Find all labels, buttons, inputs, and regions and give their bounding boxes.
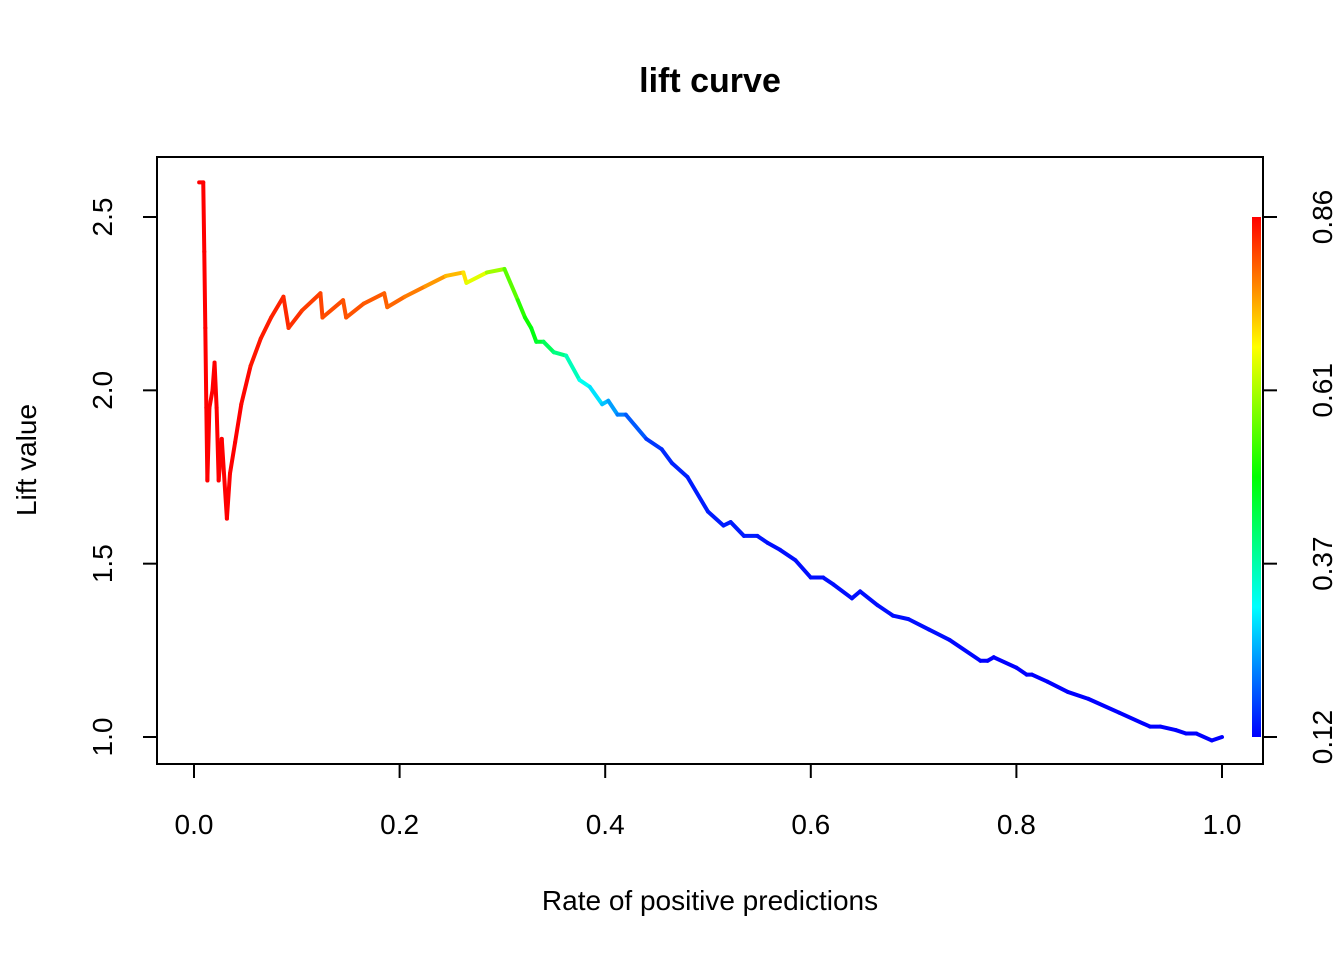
lift-curve-segment (299, 291, 323, 313)
lift-curve-segment (233, 402, 244, 445)
lift-curve-segment (385, 294, 407, 310)
lift-curve-segment (269, 294, 286, 320)
lift-curve-segment (685, 475, 710, 514)
lift-curve-segment (203, 325, 209, 410)
lift-curve-segment (318, 291, 325, 320)
x-axis: 0.0 0.2 0.4 0.6 0.8 1.0 (175, 763, 1242, 840)
lift-curve-segment (577, 377, 592, 389)
x-tick-label: 0.6 (791, 809, 830, 840)
colorbar-tick-label: 0.37 (1307, 536, 1338, 591)
lift-curve-segment (423, 273, 448, 289)
lift-curve-segment (502, 267, 520, 303)
lift-curve-segment (991, 655, 1019, 670)
lift-curve-segment (541, 339, 556, 355)
x-tick-label: 0.8 (997, 809, 1036, 840)
lift-curve-segment (606, 398, 620, 417)
lift-curve-segment (821, 575, 836, 587)
x-tick-label: 0.4 (586, 809, 625, 840)
lift-curve-segment (793, 558, 813, 580)
lift-curve-segment (207, 388, 215, 410)
lift-curve-segment (858, 589, 880, 608)
y-tick-label: 2.5 (87, 198, 118, 237)
lift-curve-segment (402, 284, 428, 299)
lift-curve-segment (443, 270, 466, 278)
lift-curve-segment (1014, 665, 1029, 677)
y-axis: 1.0 1.5 2.0 2.5 (87, 198, 158, 757)
lift-curve-segment (320, 298, 346, 320)
lift-curve-segment (484, 267, 507, 275)
colorbar-gradient (1252, 217, 1261, 737)
lift-curve-segment (891, 613, 911, 622)
lift-curve-segment (947, 637, 983, 663)
lift-curve-segment (281, 294, 291, 330)
lift-curve-segment (224, 471, 232, 521)
lift-curve-segment (777, 547, 798, 563)
lift-curve-segment (1209, 735, 1224, 743)
lift-curve-segment (1117, 710, 1153, 729)
colorbar-tick-label: 0.86 (1307, 190, 1338, 245)
lift-curve-segment (875, 603, 896, 618)
lift-curve-segment (564, 353, 582, 382)
lift-curve-segment (248, 336, 263, 369)
lift-curve-segment (464, 270, 489, 285)
lift-curve-segment (523, 315, 534, 330)
lift-curve-segment (239, 364, 253, 407)
y-tick-label: 2.0 (87, 371, 118, 410)
chart-title: lift curve (639, 62, 781, 100)
lift-curve-segment (906, 617, 932, 632)
lift-curve-segment (212, 360, 219, 410)
lift-curve-segment (258, 315, 274, 341)
lift-curve-segment (623, 412, 649, 441)
lift-curve-segment (1158, 724, 1178, 733)
lift-curve-segment (344, 301, 366, 320)
plot-frame (156, 156, 1264, 765)
lift-curve-segment (1029, 672, 1050, 684)
lift-curve-segment (927, 627, 952, 642)
y-tick-label: 1.0 (87, 718, 118, 757)
lift-curve-segment (706, 509, 726, 528)
lift-curve-segment (227, 440, 238, 476)
lift-curve-segment (202, 249, 208, 330)
x-axis-label: Rate of positive predictions (542, 885, 878, 916)
lift-curve-segment (1086, 696, 1122, 715)
lift-curve-segment (831, 582, 854, 601)
x-tick-label: 1.0 (1203, 809, 1242, 840)
lift-curve-segment (1194, 731, 1214, 743)
lift-curve-segment (382, 291, 390, 310)
lift-curve-segment (529, 325, 539, 344)
colorbar-tick-label: 0.61 (1307, 363, 1338, 418)
colorbar: 0.12 0.37 0.61 0.86 (1252, 190, 1338, 765)
lift-curve-segment (765, 540, 782, 552)
lift-curve-segment (551, 350, 569, 358)
lift-curve-segment (1045, 679, 1070, 694)
lift-curve-segment (205, 405, 212, 483)
lift-curve-segment (286, 308, 304, 330)
lift-curve-segment (515, 298, 528, 320)
lift-curve-segment (361, 291, 387, 306)
lift-curve-segment (728, 520, 746, 538)
lift-curve-segment (644, 436, 664, 452)
lift-curve-segment (1065, 689, 1091, 701)
lift-curve-segment (587, 384, 605, 407)
colorbar-tick-label: 0.12 (1307, 710, 1338, 765)
x-tick-label: 0.0 (175, 809, 214, 840)
lift-curve-segment (341, 298, 349, 320)
lift-curve-line (197, 180, 1224, 743)
lift-curve-segment (670, 461, 690, 479)
y-axis-label: Lift value (11, 404, 42, 516)
lift-curve-segment (755, 533, 770, 545)
x-tick-label: 0.2 (380, 809, 419, 840)
lift-curve-segment (201, 180, 207, 254)
y-tick-label: 1.5 (87, 544, 118, 583)
lift-curve-segment (659, 447, 675, 466)
